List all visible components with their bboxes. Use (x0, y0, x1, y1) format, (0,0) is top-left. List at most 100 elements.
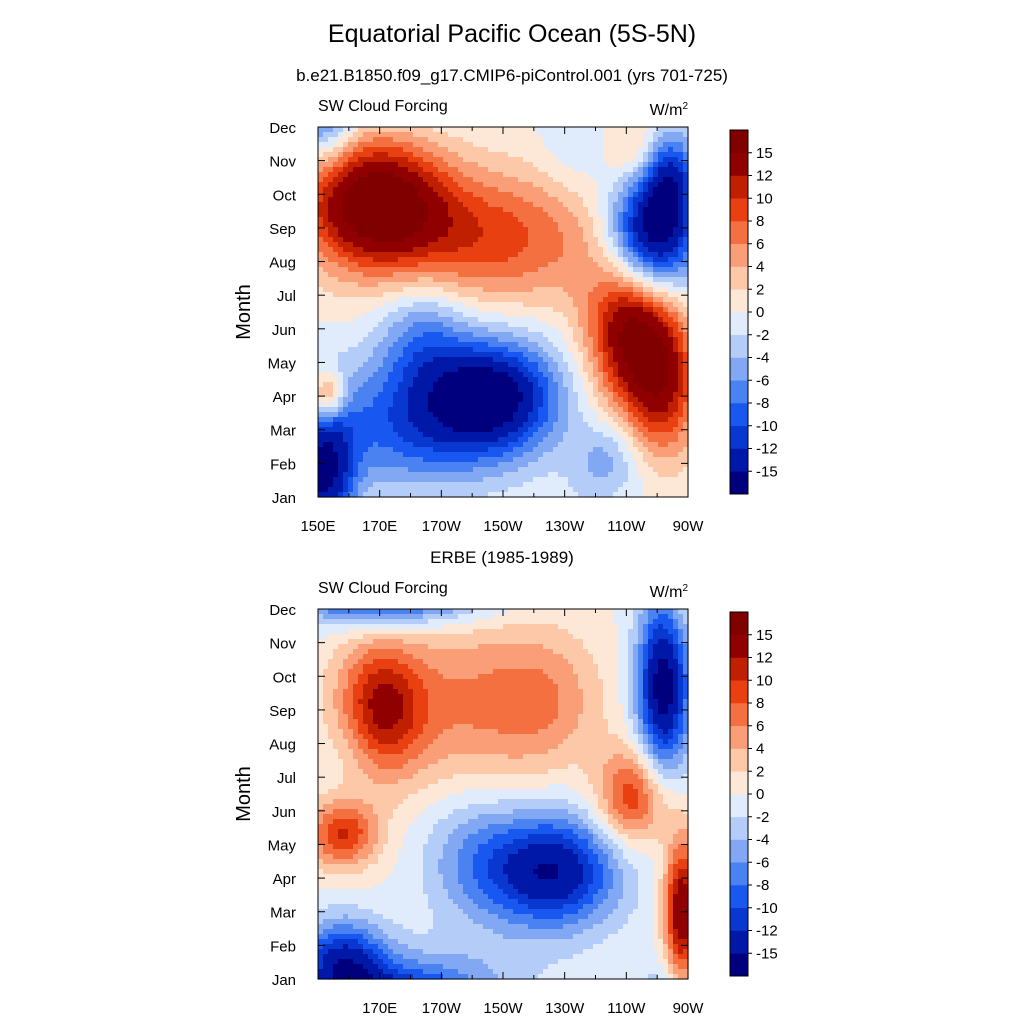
contour-cell (438, 452, 444, 458)
contour-cell (573, 132, 579, 138)
contour-cell (383, 272, 389, 278)
contour-cell (568, 342, 574, 348)
contour-cell (413, 417, 419, 423)
contour-cell (588, 422, 594, 428)
contour-cell (423, 347, 429, 353)
contour-cell (498, 277, 504, 283)
contour-cell (538, 287, 544, 293)
contour-cell (533, 132, 539, 138)
contour-cell (393, 307, 399, 313)
contour-cell (453, 292, 459, 298)
contour-cell (578, 207, 584, 213)
contour-cell (573, 302, 579, 308)
contour-cell (663, 332, 669, 338)
contour-cell (443, 462, 449, 468)
contour-cell (338, 147, 344, 153)
contour-cell (373, 162, 379, 168)
contour-cell (518, 397, 524, 403)
contour-cell (568, 182, 574, 188)
contour-cell (538, 412, 544, 418)
contour-cell (568, 312, 574, 318)
contour-cell (418, 132, 424, 138)
contour-cell (503, 422, 509, 428)
contour-cell (403, 162, 409, 168)
contour-cell (378, 372, 384, 378)
contour-cell (673, 267, 679, 273)
contour-cell (493, 207, 499, 213)
contour-cell (683, 302, 689, 308)
contour-cell (503, 317, 509, 323)
contour-cell (463, 322, 469, 328)
contour-cell (633, 457, 639, 463)
contour-cell (613, 322, 619, 328)
contour-cell (393, 242, 399, 248)
contour-cell (593, 282, 599, 288)
contour-cell (608, 342, 614, 348)
contour-cell (453, 172, 459, 178)
contour-cell (623, 252, 629, 258)
contour-cell (438, 327, 444, 333)
contour-cell (458, 307, 464, 313)
contour-cell (668, 267, 674, 273)
contour-cell (403, 232, 409, 238)
contour-cell (648, 337, 654, 343)
contour-cell (358, 392, 364, 398)
contour-cell (598, 407, 604, 413)
contour-cell (568, 147, 574, 153)
contour-cell (533, 302, 539, 308)
contour-cell (413, 397, 419, 403)
contour-cell (433, 407, 439, 413)
contour-cell (408, 337, 414, 343)
contour-cell (488, 207, 494, 213)
contour-cell (368, 407, 374, 413)
contour-cell (563, 407, 569, 413)
contour-cell (428, 237, 434, 243)
contour-cell (458, 462, 464, 468)
contour-cell (483, 217, 489, 223)
contour-cell (483, 402, 489, 408)
contour-cell (593, 287, 599, 293)
contour-cell (638, 147, 644, 153)
contour-cell (358, 177, 364, 183)
contour-cell (613, 147, 619, 153)
contour-cell (468, 267, 474, 273)
contour-cell (343, 412, 349, 418)
contour-cell (408, 362, 414, 368)
contour-cell (633, 142, 639, 148)
contour-cell (358, 347, 364, 353)
contour-cell (453, 142, 459, 148)
contour-cell (488, 362, 494, 368)
contour-cell (478, 332, 484, 338)
contour-cell (638, 182, 644, 188)
contour-cell (663, 167, 669, 173)
contour-cell (428, 197, 434, 203)
contour-cell (548, 287, 554, 293)
contour-cell (533, 297, 539, 303)
contour-cell (433, 167, 439, 173)
contour-cell (598, 167, 604, 173)
contour-cell (483, 422, 489, 428)
contour-cell (323, 172, 329, 178)
contour-cell (468, 397, 474, 403)
contour-cell (433, 327, 439, 333)
contour-cell (568, 412, 574, 418)
contour-cell (613, 217, 619, 223)
contour-cell (543, 362, 549, 368)
contour-cell (498, 257, 504, 263)
contour-cell (463, 272, 469, 278)
contour-cell (403, 267, 409, 273)
contour-cell (348, 127, 354, 133)
contour-cell (438, 247, 444, 253)
contour-cell (368, 322, 374, 328)
contour-cell (328, 217, 334, 223)
contour-cell (398, 367, 404, 373)
contour-cell (348, 182, 354, 188)
contour-cell (513, 157, 519, 163)
contour-cell (443, 302, 449, 308)
contour-cell (373, 412, 379, 418)
contour-cell (503, 192, 509, 198)
contour-cell (388, 362, 394, 368)
contour-cell (633, 432, 639, 438)
contour-cell (378, 322, 384, 328)
contour-cell (633, 437, 639, 443)
